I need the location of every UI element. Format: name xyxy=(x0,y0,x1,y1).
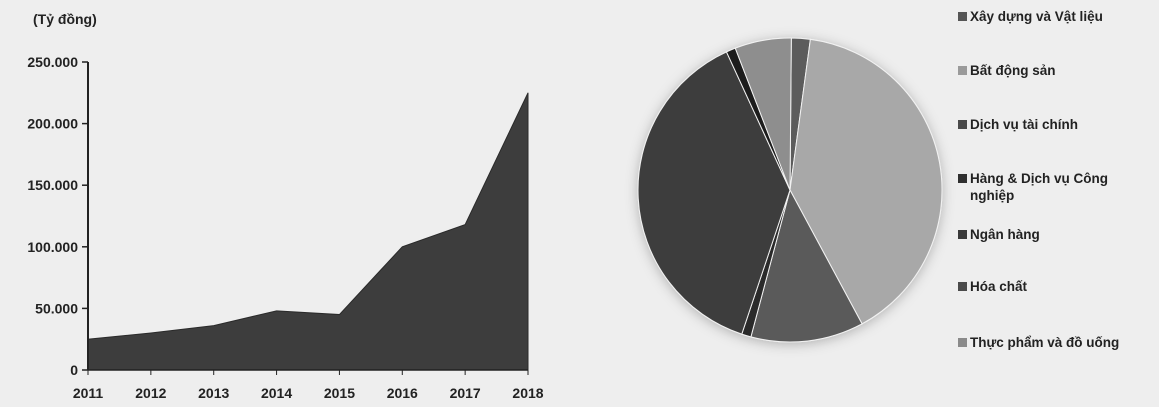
legend-label: Hàng & Dịch vụ Công nghiệp xyxy=(970,171,1108,203)
legend-swatch xyxy=(958,66,967,75)
y-tick-label: 200.000 xyxy=(27,116,78,132)
x-tick-label: 2016 xyxy=(387,385,418,401)
legend-item: Dịch vụ tài chính xyxy=(958,116,1158,133)
x-tick-label: 2011 xyxy=(73,385,104,401)
legend-item: Bất động sản xyxy=(958,62,1158,79)
x-tick-label: 2013 xyxy=(198,385,229,401)
legend-swatch xyxy=(958,174,967,183)
legend-item: Hóa chất xyxy=(958,278,1158,295)
area-chart: (Tỷ đồng) 0 50.000 100.000 150.000 200.000 25… xyxy=(27,11,544,401)
x-tick-label: 2015 xyxy=(324,385,355,401)
legend-label: Ngân hàng xyxy=(970,227,1040,242)
legend-swatch xyxy=(958,282,967,291)
y-tick-label: 100.000 xyxy=(27,239,78,255)
legend-item: Xây dựng và Vật liệu xyxy=(958,8,1158,25)
y-tick-label: 150.000 xyxy=(27,177,78,193)
legend-item: Ngân hàng xyxy=(958,226,1158,243)
x-tick-label: 2012 xyxy=(135,385,166,401)
area-series xyxy=(87,92,529,371)
legend-swatch xyxy=(958,12,967,21)
y-tick-label: 0 xyxy=(70,362,78,378)
y-ticks: 0 50.000 100.000 150.000 200.000 250.000 xyxy=(27,54,88,378)
pie-slice xyxy=(637,51,791,335)
legend-label: Hóa chất xyxy=(970,279,1028,294)
y-tick-label: 50.000 xyxy=(35,300,78,316)
x-ticks: 2011 2012 2013 2014 2015 2016 2017 2018 xyxy=(73,370,544,401)
pie-slice xyxy=(789,38,943,325)
y-tick-label: 250.000 xyxy=(27,54,78,70)
legend-label: Xây dựng và Vật liệu xyxy=(970,9,1103,24)
pie-slice xyxy=(750,188,863,343)
legend-label: Bất động sản xyxy=(970,63,1056,78)
x-tick-label: 2017 xyxy=(450,385,481,401)
legend-item: Thực phẩm và đồ uống xyxy=(958,334,1158,351)
y-unit-label: (Tỷ đồng) xyxy=(33,11,97,27)
legend-label: Thực phẩm và đồ uống xyxy=(970,335,1120,350)
legend-label: Dịch vụ tài chính xyxy=(970,117,1079,132)
x-tick-label: 2018 xyxy=(512,385,543,401)
legend-item: Hàng & Dịch vụ Công nghiệp xyxy=(958,170,1158,204)
pie-slice xyxy=(734,37,792,191)
x-tick-label: 2014 xyxy=(261,385,292,401)
legend-swatch xyxy=(958,338,967,347)
pie-chart xyxy=(637,37,943,343)
legend-swatch xyxy=(958,120,967,129)
legend-swatch xyxy=(958,230,967,239)
